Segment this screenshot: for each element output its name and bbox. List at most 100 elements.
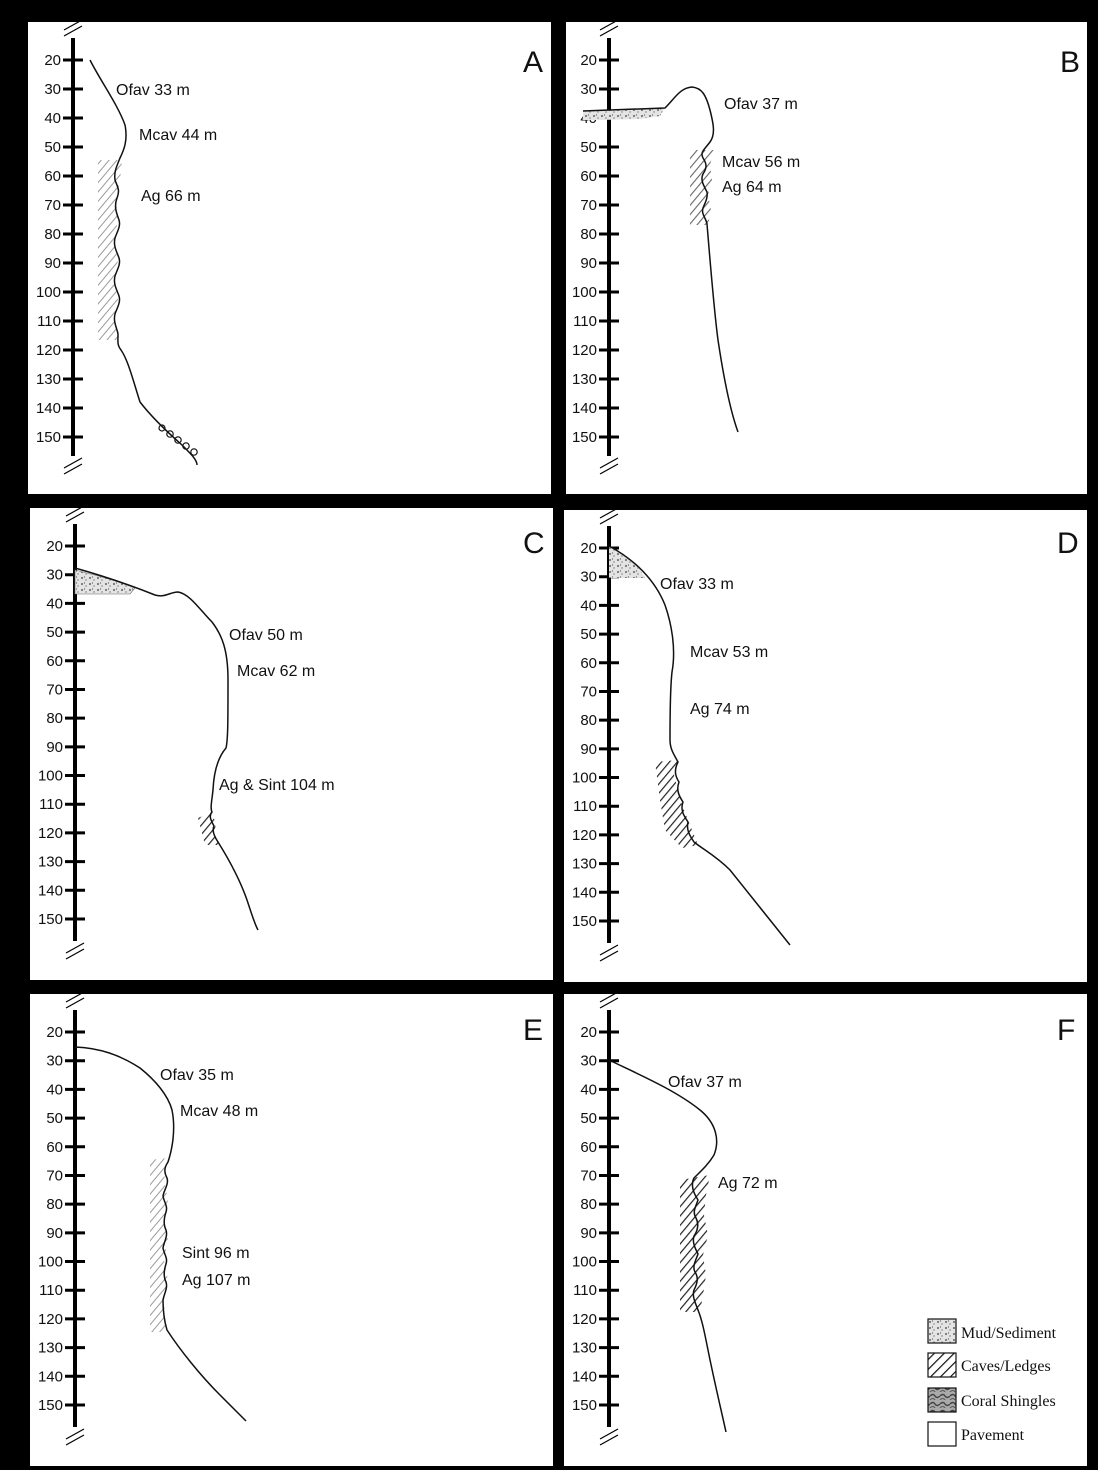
- zone-label-mcav: Mcav 56 m: [722, 154, 800, 171]
- zone-label-ag: Ag 107 m: [182, 1272, 250, 1289]
- caves-ledges-hatch: [198, 812, 220, 845]
- axis-tick-label: 110: [39, 796, 63, 813]
- axis-tick-label: 20: [580, 1024, 597, 1041]
- axis-tick-label: 90: [580, 255, 597, 272]
- panel-c: 20 30 40 50 60 70 80 90 100 110 120 130 140 150 Ofav …: [30, 505, 553, 980]
- legend-item-mud-sediment: Mud/Sediment: [927, 1318, 1057, 1344]
- panel-c-depth-axis: 20 30 40 50 60 70 80 90 100 110 120 130 140 150: [38, 505, 85, 960]
- axis-break-mark: [599, 944, 619, 956]
- axis-tick-label: 140: [36, 400, 61, 417]
- axis-tick-label: 130: [572, 856, 597, 873]
- axis-tick-label: 150: [38, 911, 63, 928]
- axis-tick-label: 30: [44, 81, 61, 98]
- axis-tick-label: 90: [580, 1225, 597, 1242]
- axis-break-mark: [599, 1434, 619, 1446]
- zone-label-ofav: Ofav 50 m: [229, 627, 303, 644]
- axis-tick-label: 120: [38, 825, 63, 842]
- axis-break-mark: [65, 1428, 85, 1440]
- pavement-icon: [927, 1421, 957, 1447]
- axis-break-mark: [63, 463, 83, 475]
- panel-a: 20 30 40 50 60 70 80 90 100 110 120 130 140 150 Ofav …: [28, 19, 551, 494]
- panel-f: 20 30 40 50 60 70 80 90 100 110 120 130 140 150 Ofav …: [564, 991, 1087, 1466]
- axis-tick-label: 80: [580, 1196, 597, 1213]
- reef-profile-line: [582, 86, 739, 433]
- axis-tick-label: 20: [46, 538, 63, 555]
- axis-tick-label: 140: [38, 1368, 63, 1385]
- axis-tick-label: 50: [580, 139, 597, 156]
- caves-ledges-hatch: [150, 1158, 168, 1332]
- panel-letter: F: [1057, 1014, 1075, 1047]
- axis-tick-label: 100: [572, 1254, 597, 1271]
- axis-tick-label: 120: [572, 827, 597, 844]
- panel-f-depth-axis: 20 30 40 50 60 70 80 90 100 110 120 130 140 150: [572, 991, 619, 1446]
- axis-tick-label: 110: [39, 1282, 63, 1299]
- axis-tick-label: 100: [38, 768, 63, 785]
- axis-tick-label: 120: [572, 342, 597, 359]
- axis-tick-label: 20: [46, 1024, 63, 1041]
- legend-label: Caves/Ledges: [961, 1358, 1051, 1375]
- panel-letter: A: [523, 46, 543, 79]
- mud-sediment-icon: [927, 1318, 957, 1344]
- panel-e-features: [150, 1158, 168, 1332]
- axis-break-mark: [65, 991, 85, 1003]
- axis-break-mark: [65, 997, 85, 1009]
- axis-tick-label: 20: [580, 52, 597, 69]
- zone-label-mcav: Mcav 62 m: [237, 663, 315, 680]
- caves-ledges-icon: [927, 1352, 957, 1378]
- axis-tick-label: 80: [46, 1196, 63, 1213]
- legend: Mud/Sediment Caves/Ledges Coral Shingles…: [927, 1318, 1057, 1447]
- axis-tick-label: 60: [580, 1139, 597, 1156]
- axis-tick-label: 140: [38, 882, 63, 899]
- axis-tick-label: 30: [46, 567, 63, 584]
- axis-tick-label: 130: [572, 371, 597, 388]
- axis-tick-label: 40: [46, 595, 63, 612]
- reef-profile-line: [608, 545, 791, 946]
- panel-letter: E: [523, 1014, 543, 1047]
- zone-label-mcav: Mcav 48 m: [180, 1103, 258, 1120]
- axis-tick-label: 30: [580, 1053, 597, 1070]
- panel-a-depth-axis: 20 30 40 50 60 70 80 90 100 110 120 130 140 150: [36, 19, 83, 475]
- reef-profile-line: [74, 567, 259, 931]
- axis-break-mark: [65, 948, 85, 960]
- panel-f-background: [564, 994, 1087, 1466]
- axis-tick-label: 60: [44, 168, 61, 185]
- axis-break-mark: [65, 1434, 85, 1446]
- axis-tick-label: 140: [572, 884, 597, 901]
- axis-tick-label: 90: [44, 255, 61, 272]
- axis-tick-label: 110: [573, 313, 597, 330]
- reef-profile-line: [74, 1046, 247, 1422]
- axis-break-mark: [599, 25, 619, 37]
- legend-item-pavement: Pavement: [927, 1421, 1025, 1447]
- axis-tick-label: 90: [46, 1225, 63, 1242]
- axis-break-mark: [63, 457, 83, 469]
- axis-tick-label: 50: [44, 139, 61, 156]
- panel-f-features: [680, 1175, 710, 1312]
- axis-tick-label: 20: [44, 52, 61, 69]
- legend-label: Coral Shingles: [961, 1393, 1056, 1410]
- zone-label-ag: Ag 74 m: [690, 701, 750, 718]
- axis-break-mark: [599, 997, 619, 1009]
- axis-tick-label: 100: [36, 284, 61, 301]
- axis-break-mark: [599, 991, 619, 1003]
- axis-tick-label: 30: [46, 1053, 63, 1070]
- axis-tick-label: 30: [580, 81, 597, 98]
- axis-tick-label: 40: [44, 110, 61, 127]
- zone-label-ag: Ag 72 m: [718, 1175, 778, 1192]
- axis-tick-label: 70: [46, 1167, 63, 1184]
- panel-e-depth-axis: 20 30 40 50 60 70 80 90 100 110 120 130 140 150: [38, 991, 85, 1446]
- axis-tick-label: 150: [572, 913, 597, 930]
- axis-break-mark: [599, 507, 619, 519]
- zone-label-ofav: Ofav 33 m: [660, 576, 734, 593]
- axis-tick-label: 90: [46, 739, 63, 756]
- axis-tick-label: 40: [580, 1081, 597, 1098]
- axis-tick-label: 130: [572, 1340, 597, 1357]
- axis-tick-label: 80: [580, 226, 597, 243]
- axis-tick-label: 30: [580, 569, 597, 586]
- axis-tick-label: 70: [580, 1167, 597, 1184]
- axis-tick-label: 70: [580, 197, 597, 214]
- legend-label: Mud/Sediment: [961, 1325, 1057, 1342]
- axis-break-mark: [599, 950, 619, 962]
- axis-break-mark: [63, 25, 83, 37]
